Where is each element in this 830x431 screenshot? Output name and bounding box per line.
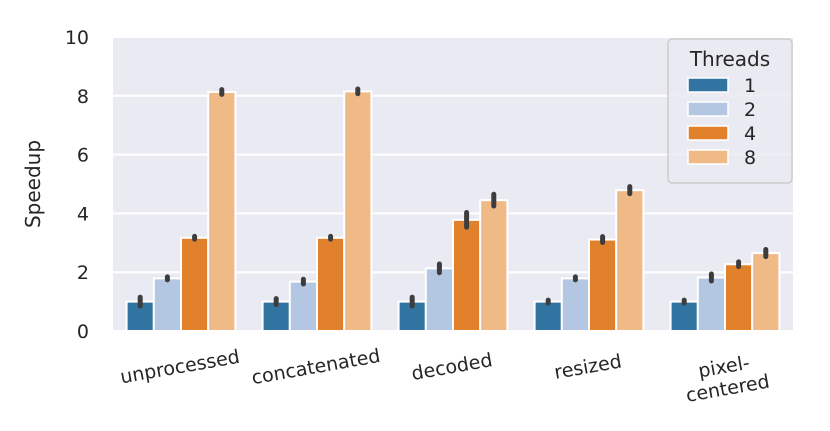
bar-4-threads xyxy=(316,236,346,332)
bar-2-threads xyxy=(560,277,590,332)
legend-swatch-8 xyxy=(687,149,729,165)
bar-8-threads xyxy=(479,199,509,332)
bar-1-threads xyxy=(669,300,699,333)
legend-label: 4 xyxy=(744,123,756,145)
legend-label: 2 xyxy=(744,99,756,121)
y-tick-label: 4 xyxy=(77,203,89,225)
x-tick-label: resized xyxy=(553,350,624,383)
bar-4-threads xyxy=(180,236,210,332)
x-tick-label: decoded xyxy=(410,349,494,385)
legend-label: 8 xyxy=(744,147,756,169)
bar-2-threads xyxy=(696,276,726,333)
y-tick-label: 8 xyxy=(77,86,89,108)
legend-title: Threads xyxy=(689,47,770,71)
legend-label: 1 xyxy=(744,75,756,97)
bar-8-threads xyxy=(615,189,645,332)
x-tick-label: pixel-centered xyxy=(680,349,771,407)
bar-4-threads xyxy=(724,263,754,332)
bar-8-threads xyxy=(343,90,373,332)
bar-2-threads xyxy=(152,277,183,332)
legend-swatch-2 xyxy=(687,101,729,117)
legend-swatch-1 xyxy=(687,77,729,93)
y-axis-label: Speedup xyxy=(21,140,45,228)
y-tick-label: 0 xyxy=(77,321,89,343)
bar-4-threads xyxy=(452,218,482,332)
bar-1-threads xyxy=(533,300,563,333)
legend-swatch-4 xyxy=(687,125,729,141)
bar-2-threads xyxy=(288,280,318,332)
bar-4-threads xyxy=(588,238,618,332)
bar-8-threads xyxy=(207,90,237,332)
bar-2-threads xyxy=(424,267,454,332)
bar-8-threads xyxy=(751,252,781,332)
y-tick-label: 10 xyxy=(65,27,89,49)
x-tick-label: unprocessed xyxy=(119,346,242,389)
x-tick-label: concatenated xyxy=(250,345,382,389)
y-tick-label: 6 xyxy=(77,145,89,167)
y-tick-label: 2 xyxy=(77,262,89,284)
